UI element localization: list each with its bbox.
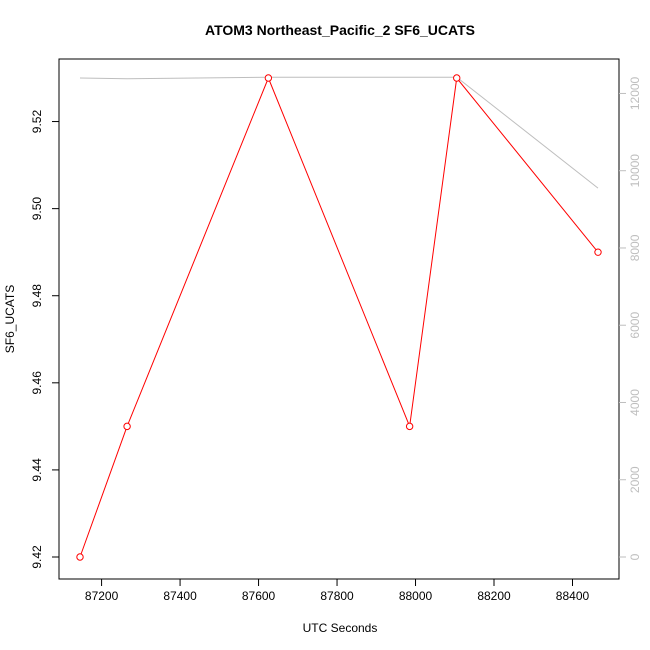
x-tick-label: 87600 — [242, 589, 276, 603]
y-tick-label: 9.46 — [30, 371, 44, 395]
x-axis: 87200 87400 87600 87800 88000 88200 88400 — [85, 579, 590, 603]
right-y-tick-label: 0 — [628, 553, 642, 560]
right-y-tick-label: 10000 — [628, 154, 642, 188]
data-point — [453, 74, 461, 82]
y-tick-label: 9.44 — [30, 458, 44, 482]
series-line — [79, 76, 599, 558]
x-tick-label: 88000 — [399, 589, 433, 603]
right-y-tick-label: 4000 — [628, 389, 642, 416]
right-y-tick-label: 2000 — [628, 466, 642, 493]
y-axis: 9.42 9.44 9.46 9.48 9.50 9.52 — [30, 110, 59, 569]
y-axis-label: SF6_UCATS — [3, 285, 17, 353]
plot-frame — [58, 58, 620, 580]
y-tick-label: 9.52 — [30, 110, 44, 134]
data-point — [123, 422, 131, 431]
right-y-tick-label: 6000 — [628, 312, 642, 339]
right-axis-series-line — [79, 76, 599, 189]
y-tick-label: 9.48 — [30, 284, 44, 308]
x-tick-label: 87400 — [163, 589, 197, 603]
x-tick-label: 88200 — [477, 589, 511, 603]
right-y-tick-label: 12000 — [628, 76, 642, 110]
data-point — [594, 248, 602, 256]
data-point — [264, 74, 273, 82]
x-tick-label: 88400 — [556, 589, 590, 603]
y-tick-label: 9.50 — [30, 197, 44, 221]
y-tick-label: 9.42 — [30, 545, 44, 569]
x-tick-label: 87200 — [85, 589, 119, 603]
data-point — [76, 553, 84, 561]
right-y-axis: 0 2000 4000 6000 8000 10000 12000 — [619, 76, 642, 560]
data-point — [405, 422, 414, 431]
chart-title: ATOM3 Northeast_Pacific_2 SF6_UCATS — [205, 22, 475, 38]
right-y-tick-label: 8000 — [628, 234, 642, 261]
x-axis-label: UTC Seconds — [303, 621, 378, 635]
x-tick-label: 87800 — [320, 589, 354, 603]
series-layer — [76, 74, 602, 561]
